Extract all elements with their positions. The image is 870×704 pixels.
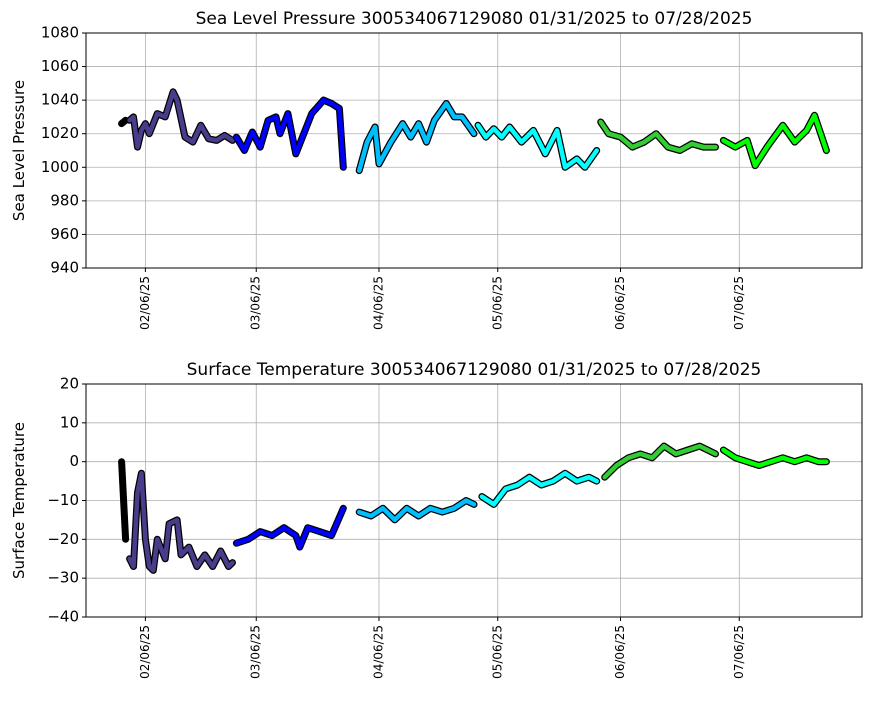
series-line bbox=[356, 498, 477, 523]
y-tick-label: −40 bbox=[47, 608, 79, 626]
y-tick-label: −30 bbox=[47, 569, 79, 587]
x-tick-label: 06/06/25 bbox=[613, 625, 627, 679]
series-line bbox=[127, 89, 235, 150]
x-tick-label: 02/06/25 bbox=[138, 276, 152, 330]
series-line bbox=[598, 119, 718, 153]
y-tick-label: 0 bbox=[69, 452, 79, 470]
plot-frame bbox=[85, 383, 863, 618]
x-tick-label: 02/06/25 bbox=[138, 625, 152, 679]
plot: −40 −30 −20 −10 0 10 20 02/06/25 03/06/25 04/06/2… bbox=[10, 360, 863, 679]
x-tick-label: 06/06/25 bbox=[613, 276, 627, 330]
y-axis-label: Sea Level Pressure bbox=[10, 80, 28, 221]
series-line bbox=[602, 443, 718, 480]
y-tick-label: 1020 bbox=[41, 124, 79, 142]
x-tick-label: 05/06/25 bbox=[490, 276, 504, 330]
x-tick-label: 03/06/25 bbox=[249, 625, 263, 679]
chart-title: Surface Temperature 300534067129080 01/3… bbox=[187, 360, 762, 380]
series-line bbox=[119, 459, 128, 542]
y-tick-label: 940 bbox=[50, 259, 79, 277]
series-line bbox=[721, 447, 829, 468]
x-tick-label: 03/06/25 bbox=[249, 276, 263, 330]
y-tick-label: 1060 bbox=[41, 57, 79, 75]
y-axis-label: Surface Temperature bbox=[10, 422, 28, 579]
plot: 940 960 980 1000 1020 1040 1060 1080 02/06/25 03/… bbox=[10, 9, 863, 330]
series-line bbox=[234, 506, 346, 550]
x-tick-label: 05/06/25 bbox=[490, 625, 504, 679]
series-line bbox=[479, 471, 599, 507]
y-tick-label: 1000 bbox=[41, 158, 79, 176]
y-tick-label: 1080 bbox=[41, 24, 79, 42]
series-line bbox=[127, 471, 235, 573]
chart-title: Sea Level Pressure 300534067129080 01/31… bbox=[196, 9, 753, 29]
x-tick-label: 04/06/25 bbox=[371, 276, 385, 330]
x-tick-label: 04/06/25 bbox=[371, 625, 385, 679]
series-line bbox=[119, 118, 128, 126]
y-tick-label: −10 bbox=[47, 491, 79, 509]
y-tick-label: 980 bbox=[50, 191, 79, 209]
y-tick-label: 20 bbox=[60, 375, 79, 393]
plot-frame bbox=[85, 32, 863, 269]
series-outline bbox=[232, 504, 347, 551]
y-tick-label: 1040 bbox=[41, 91, 79, 109]
y-tick-label: 10 bbox=[60, 413, 79, 431]
x-tick-label: 07/06/25 bbox=[732, 276, 746, 330]
y-tick-label: −20 bbox=[47, 530, 79, 548]
series-line bbox=[234, 97, 346, 170]
y-tick-label: 960 bbox=[50, 225, 79, 243]
series-line bbox=[356, 101, 477, 173]
series-line bbox=[475, 123, 599, 170]
x-tick-label: 07/06/25 bbox=[732, 625, 746, 679]
series-line bbox=[721, 113, 829, 168]
